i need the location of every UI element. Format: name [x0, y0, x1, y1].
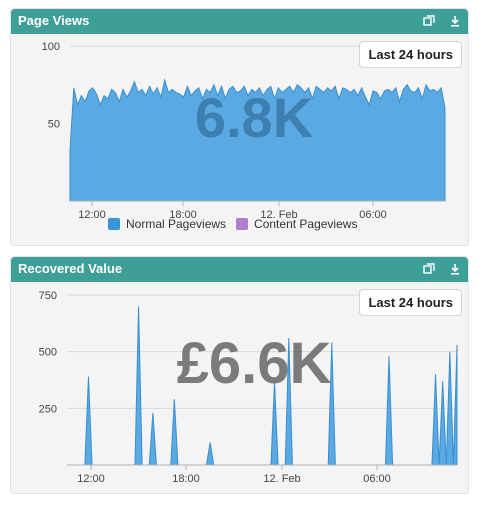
legend-label: Normal Pageviews: [126, 217, 227, 231]
panel-title: Recovered Value: [18, 261, 123, 276]
y-tick-label: 100: [42, 41, 60, 53]
y-tick-label: 50: [48, 119, 60, 131]
x-tick-label: 12:00: [78, 209, 106, 221]
range-selector[interactable]: Last 24 hours: [359, 289, 462, 316]
x-tick-label: 18:00: [172, 473, 200, 485]
download-icon[interactable]: [449, 15, 461, 27]
download-icon[interactable]: [449, 263, 461, 275]
chart-legend: Normal Pageviews Content Pageviews: [108, 217, 367, 231]
recovered-value-chart: 250 500 750 12:00 18:00 12. Feb 06:00 £6.6K: [39, 290, 458, 485]
y-tick-label: 250: [39, 403, 57, 415]
legend-item-normal-pageviews[interactable]: Normal Pageviews: [108, 217, 226, 231]
range-selector[interactable]: Last 24 hours: [359, 41, 462, 68]
x-tick-label: 06:00: [363, 473, 391, 485]
big-value: £6.6K: [177, 331, 332, 396]
expand-icon[interactable]: [423, 263, 435, 275]
panel-title: Page Views: [18, 13, 90, 28]
x-tick-label: 12:00: [77, 473, 105, 485]
x-tick-label: 12. Feb: [260, 209, 297, 221]
legend-swatch: [108, 218, 120, 230]
legend-item-content-pageviews[interactable]: Content Pageviews: [236, 217, 357, 231]
panel-header: Page Views: [11, 9, 468, 34]
legend-label: Content Pageviews: [254, 217, 358, 231]
x-tick-label: 12. Feb: [263, 473, 300, 485]
x-tick-label: 06:00: [359, 209, 387, 221]
big-value: 6.8K: [195, 86, 313, 149]
expand-icon[interactable]: [423, 15, 435, 27]
legend-swatch: [236, 218, 249, 230]
panel-header: Recovered Value: [11, 257, 468, 282]
recovered-value-panel: Recovered Value 250 500 750 12:00 18:00 12. F…: [10, 256, 469, 494]
series-area-normal-pageviews: [69, 78, 446, 202]
page-views-chart: 50 100 12:00 18:00 12. Feb 06:00 6.8K: [42, 41, 446, 221]
y-tick-label: 500: [39, 347, 57, 359]
y-tick-label: 750: [39, 290, 57, 302]
page-views-panel: Page Views 50 100 12:00 18:00 12. Feb 06:00 6.…: [10, 8, 469, 246]
x-tick-label: 18:00: [169, 209, 197, 221]
